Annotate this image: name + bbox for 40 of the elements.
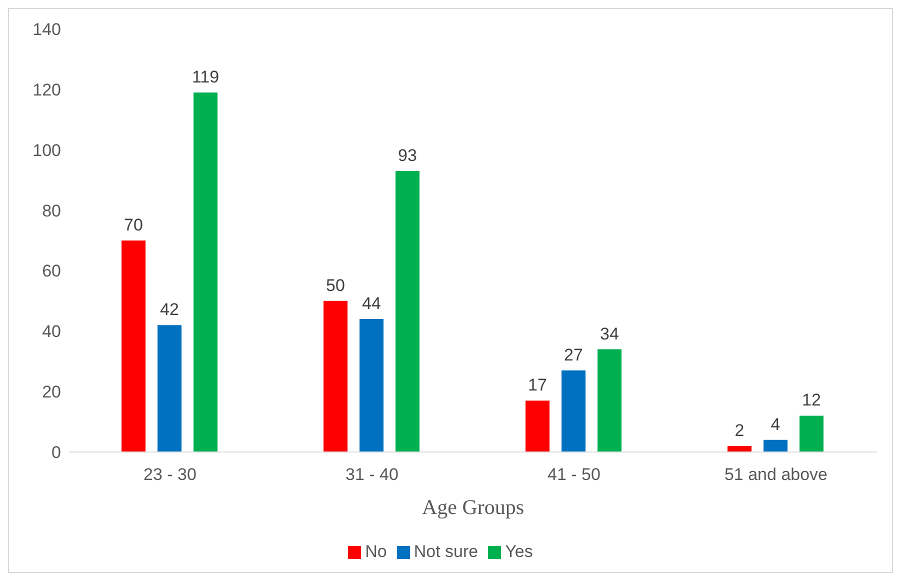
data-label: 34 [600, 324, 619, 344]
y-tick-label: 120 [32, 80, 61, 100]
y-tick-label: 0 [52, 443, 61, 462]
data-label: 119 [192, 67, 220, 86]
bar [764, 440, 788, 452]
bar [122, 240, 146, 452]
bar [360, 319, 384, 452]
legend-label: No [365, 542, 387, 561]
y-tick-label: 40 [42, 322, 61, 342]
bar [194, 92, 218, 452]
data-label: 17 [528, 376, 547, 395]
bar [728, 446, 752, 452]
y-tick-label: 60 [42, 262, 61, 281]
legend-label: Not sure [414, 542, 478, 561]
bar [396, 171, 420, 452]
bar [800, 416, 824, 452]
data-label: 70 [124, 216, 143, 234]
data-label: 27 [564, 345, 583, 364]
y-tick-label: 20 [42, 382, 61, 402]
x-tick-label: 41 - 50 [548, 465, 600, 484]
y-tick-label: 100 [32, 140, 61, 160]
bar [324, 300, 348, 452]
bar [526, 400, 550, 452]
legend-label: Yes [505, 542, 533, 561]
x-tick-label: 23 - 30 [144, 465, 196, 484]
data-label: 2 [734, 420, 744, 440]
data-label: 4 [770, 414, 780, 434]
bar [562, 370, 586, 452]
y-tick-label: 80 [42, 201, 61, 220]
data-label: 12 [802, 390, 821, 410]
x-tick-label: 31 - 40 [346, 465, 398, 484]
data-label: 42 [160, 300, 179, 320]
bar [598, 349, 622, 452]
data-label: 50 [326, 276, 345, 295]
x-axis-title: Age Groups [422, 495, 524, 519]
bar [158, 325, 182, 452]
data-label: 93 [398, 146, 417, 166]
y-tick-label: 140 [32, 20, 61, 40]
x-tick-label: 51 and above [724, 465, 828, 484]
data-label: 44 [362, 294, 381, 314]
